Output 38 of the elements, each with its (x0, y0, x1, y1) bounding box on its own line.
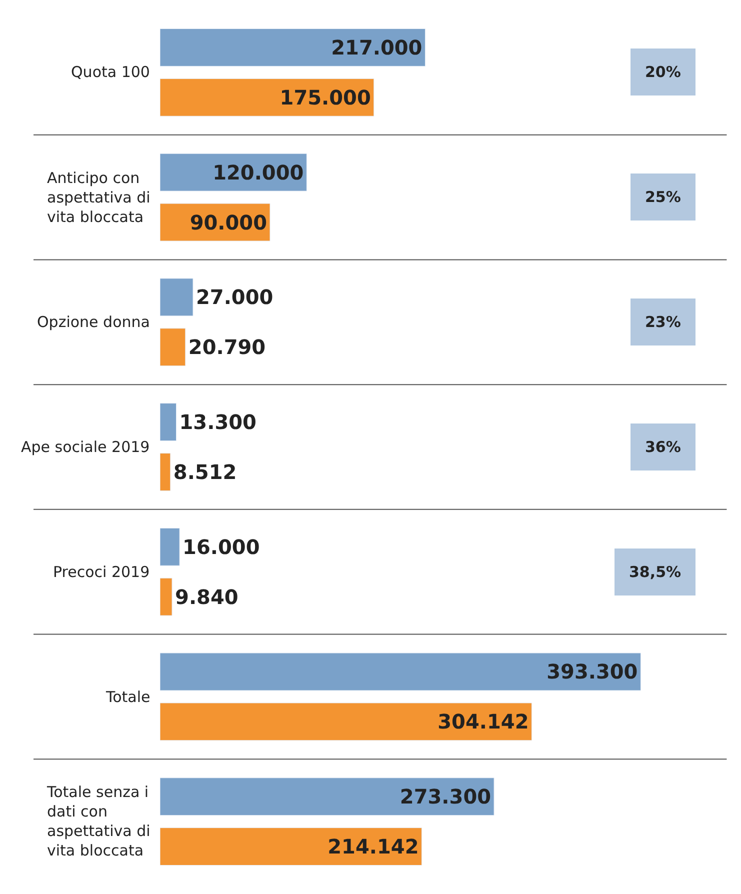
bar (160, 328, 186, 366)
y-tick-label: Precoci 2019 (53, 563, 150, 581)
y-tick-label: Ape sociale 2019 (21, 438, 150, 456)
y-tick-label: Totale senza i dati con aspettativa di vita bloccata (46, 783, 150, 860)
data-label: 175.000 (280, 85, 371, 110)
text: 20% (645, 63, 681, 81)
data-label: 120.000 (212, 160, 304, 184)
data-label: 20.790 (188, 335, 266, 360)
text: 36% (645, 438, 681, 456)
bar (160, 528, 180, 566)
bar (160, 403, 177, 442)
bar (160, 28, 426, 66)
data-label: 273.300 (400, 784, 492, 809)
bar (160, 652, 641, 691)
bar (160, 778, 494, 816)
bar (160, 278, 194, 316)
bar (160, 578, 172, 616)
data-label: 8.512 (173, 460, 237, 484)
bar (160, 78, 374, 116)
data-label: 90.000 (190, 210, 267, 234)
data-label: 393.300 (546, 660, 638, 684)
data-label: 13.300 (179, 410, 256, 434)
data-label: 217.000 (331, 35, 422, 60)
y-tick-label: Opzione donna (37, 313, 150, 331)
annotation: 38,5% (629, 563, 682, 581)
bar (160, 702, 532, 741)
y-tick-label: Quota 100 (71, 63, 150, 81)
data-label: 214.142 (328, 834, 419, 859)
y-tick-label: Anticipo con aspettativa di vita bloccata (47, 169, 150, 226)
bar (160, 452, 171, 491)
bar (160, 828, 422, 866)
data-label: 27.000 (196, 285, 274, 310)
data-label: 16.000 (182, 534, 260, 559)
data-label: 304.142 (438, 710, 529, 734)
y-tick-label: Totale (105, 688, 150, 706)
text: 23% (645, 313, 681, 331)
text: 25% (645, 188, 681, 206)
data-label: 9.840 (175, 584, 238, 609)
